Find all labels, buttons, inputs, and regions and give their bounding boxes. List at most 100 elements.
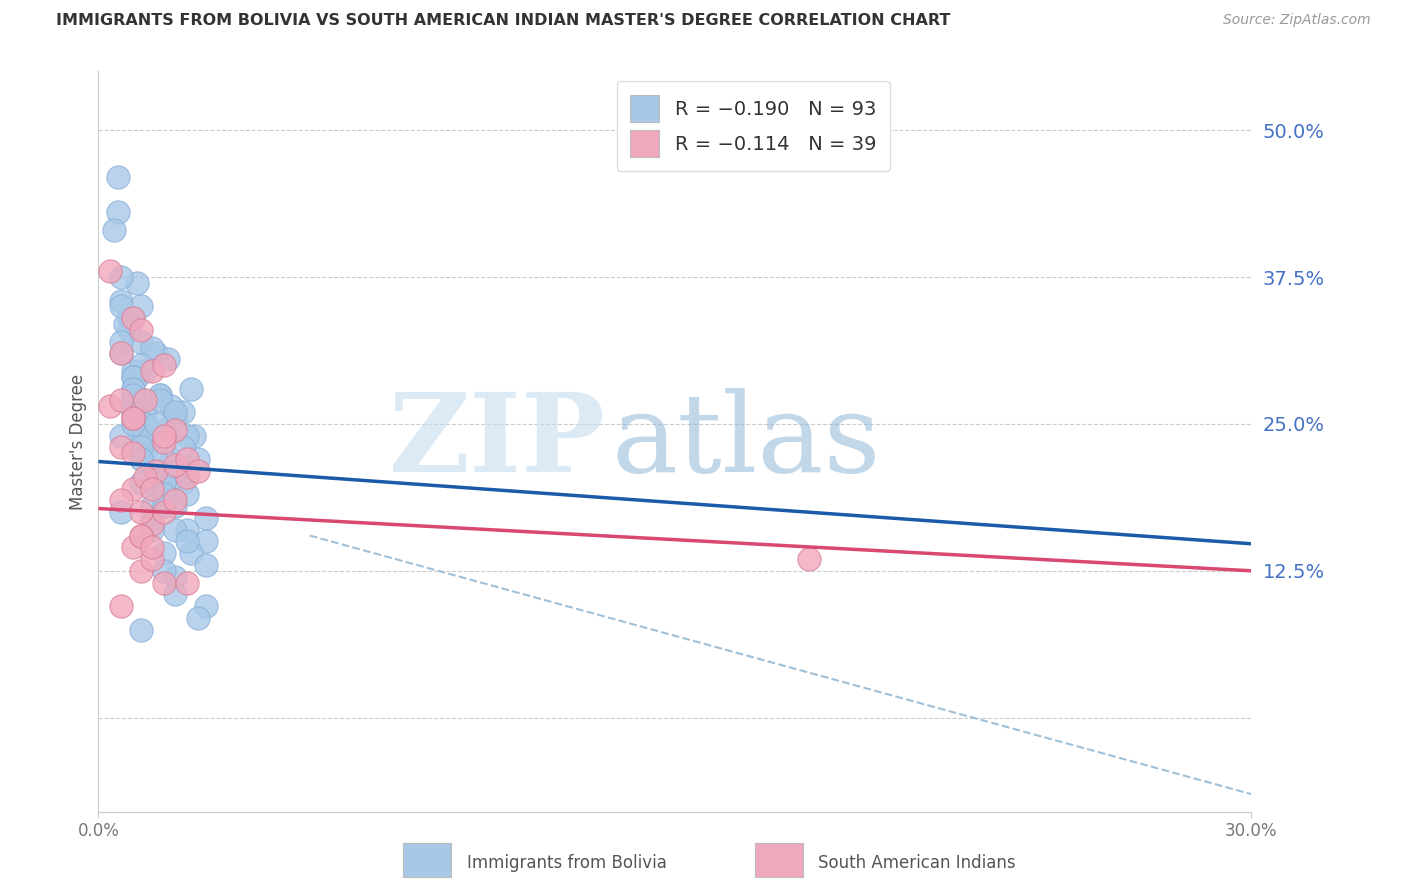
Point [122,417,145,431]
Point [152,487,174,501]
Point [134,405,156,419]
Point [122,541,145,555]
Point [195,511,218,525]
Point [180,546,202,560]
Point [122,405,145,419]
Point [176,452,198,467]
Point [129,441,152,455]
Point [110,441,132,455]
Point [134,364,156,378]
Point [172,405,194,419]
Point [129,505,152,519]
Point [165,523,187,537]
Point [152,564,174,578]
Point [141,364,163,378]
Point [165,405,187,419]
Point [110,493,132,508]
Point [183,428,205,442]
Point [125,370,148,384]
Point [176,534,198,549]
Point [165,411,187,425]
Point [122,405,145,419]
Point [141,552,163,566]
Point [149,387,172,401]
Text: Immigrants from Bolivia: Immigrants from Bolivia [467,855,666,872]
Point [129,358,152,372]
Point [129,528,152,542]
Point [149,393,172,408]
Point [152,475,174,490]
Point [141,541,163,555]
Point [129,393,152,408]
Point [141,464,163,478]
Y-axis label: Master's Degree: Master's Degree [69,374,87,509]
Point [110,293,132,308]
Point [138,434,160,449]
Point [122,364,145,378]
Point [165,464,187,478]
Point [156,352,179,367]
Point [165,464,187,478]
Point [187,611,209,625]
Point [110,599,132,613]
Point [152,499,174,513]
Point [149,387,172,401]
Point [134,417,156,431]
Point [110,505,132,519]
Point [129,452,152,467]
Point [165,499,187,513]
Point [167,464,190,478]
Point [141,499,163,513]
Point [110,270,132,285]
Text: atlas: atlas [612,388,882,495]
Point [141,482,163,496]
Point [152,434,174,449]
Point [129,428,152,442]
Point [110,393,132,408]
Point [122,393,145,408]
Bar [404,843,451,877]
Point [122,311,145,326]
Legend: R = −0.190   N = 93, R = −0.114   N = 39: R = −0.190 N = 93, R = −0.114 N = 39 [617,81,890,171]
Point [98,399,121,413]
Point [187,464,209,478]
Point [103,223,125,237]
Point [110,299,132,313]
Point [160,399,183,413]
Point [145,452,167,467]
Point [195,558,218,572]
Point [122,482,145,496]
Point [129,299,152,313]
Point [122,382,145,396]
Point [129,475,152,490]
Point [110,334,132,349]
Point [122,370,145,384]
Point [129,334,152,349]
Point [145,464,167,478]
Point [122,382,145,396]
Point [152,428,174,442]
Point [110,346,132,360]
Point [152,487,174,501]
Point [98,264,121,278]
Point [118,323,141,337]
Point [125,276,148,290]
Point [176,575,198,590]
Point [152,505,174,519]
Point [176,487,198,501]
Point [141,464,163,478]
Point [152,423,174,437]
Point [160,452,183,467]
Point [129,323,152,337]
Point [145,417,167,431]
Point [110,428,132,442]
Point [129,452,152,467]
Point [122,411,145,425]
Point [122,411,145,425]
Point [165,458,187,472]
Point [107,170,129,185]
Point [187,452,209,467]
Point [195,599,218,613]
Point [129,528,152,542]
Point [118,311,141,326]
